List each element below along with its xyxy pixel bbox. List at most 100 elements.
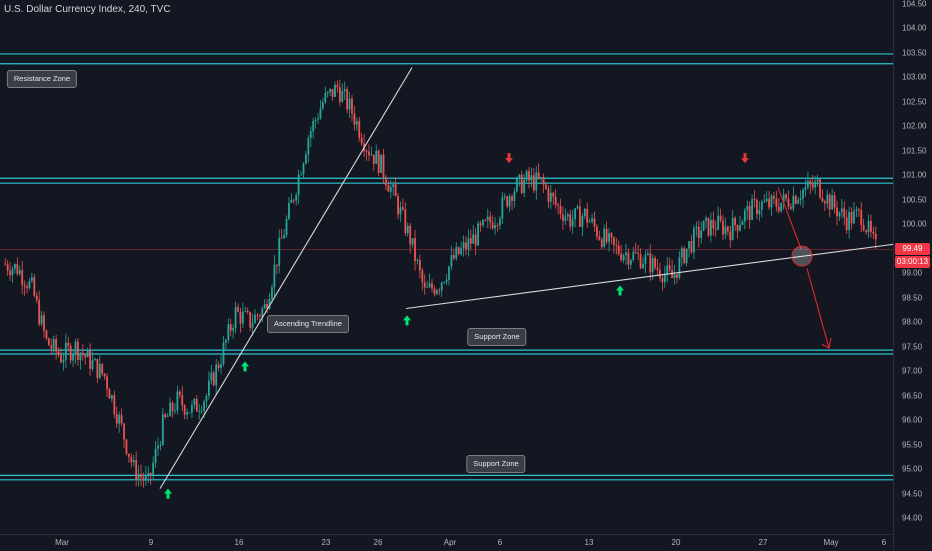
candle-body bbox=[64, 342, 67, 360]
candle-body bbox=[62, 359, 65, 363]
candle-body bbox=[700, 230, 703, 238]
candle-body bbox=[115, 414, 118, 424]
candle-body bbox=[360, 137, 363, 144]
candle-body bbox=[806, 181, 809, 188]
candle-body bbox=[416, 260, 419, 262]
candle-body bbox=[659, 269, 661, 278]
candle-body bbox=[508, 196, 511, 207]
candle-body bbox=[113, 395, 116, 415]
candle-body bbox=[67, 342, 70, 347]
candle-body bbox=[101, 363, 104, 374]
candle-body bbox=[620, 253, 623, 260]
candle-body bbox=[709, 219, 712, 236]
candle-body bbox=[705, 217, 707, 221]
candle-body bbox=[874, 233, 877, 240]
price-tick-label: 96.50 bbox=[902, 391, 923, 401]
time-tick-label: 27 bbox=[758, 538, 768, 547]
candle-body bbox=[147, 472, 150, 475]
price-axis[interactable]: 94.00 94.50 95.00 95.50 96.00 96.50 97.00 97.50… bbox=[893, 0, 932, 550]
candle-body bbox=[157, 445, 159, 449]
candle-body bbox=[697, 226, 700, 238]
candle-body bbox=[491, 222, 494, 229]
candle-body bbox=[588, 221, 591, 223]
last-price-badge: 99.49 bbox=[895, 243, 930, 256]
candle-body bbox=[317, 118, 319, 120]
candle-body bbox=[355, 121, 358, 125]
candle-body bbox=[106, 376, 108, 390]
candle-body bbox=[557, 204, 560, 206]
candle-body bbox=[836, 207, 838, 217]
candle-body bbox=[637, 252, 640, 255]
candle-body bbox=[77, 341, 79, 360]
candle-body bbox=[610, 233, 613, 238]
candle-body bbox=[79, 352, 82, 360]
candle-body bbox=[205, 395, 208, 402]
candle-body bbox=[632, 251, 635, 260]
candle-body bbox=[797, 200, 800, 204]
candle-body bbox=[244, 310, 247, 312]
candle-body bbox=[174, 410, 176, 412]
candle-body bbox=[840, 208, 843, 213]
candle-body bbox=[234, 307, 237, 329]
candle-body bbox=[848, 211, 851, 231]
candle-body bbox=[23, 284, 26, 287]
candle-body bbox=[237, 307, 239, 312]
candle-body bbox=[809, 181, 812, 185]
candle-body bbox=[130, 457, 133, 463]
candle-body bbox=[826, 194, 829, 204]
buy-signal-arrow bbox=[164, 488, 172, 499]
candle-body bbox=[802, 189, 804, 199]
candle-body bbox=[118, 414, 121, 424]
candle-body bbox=[98, 363, 101, 378]
candle-body bbox=[833, 195, 836, 208]
ascending-trendline bbox=[159, 67, 413, 489]
candle-body bbox=[462, 242, 465, 249]
candle-body bbox=[748, 206, 751, 220]
candle-body bbox=[370, 154, 373, 156]
candle-body bbox=[278, 237, 281, 266]
price-tick-label: 104.00 bbox=[902, 23, 927, 33]
candle-body bbox=[232, 328, 235, 331]
candle-body bbox=[26, 286, 28, 289]
zone-label: Resistance Zone bbox=[6, 70, 78, 88]
candle-body bbox=[751, 199, 754, 220]
candle-body bbox=[181, 394, 184, 406]
time-tick-label: 13 bbox=[584, 538, 594, 547]
candle-body bbox=[428, 283, 431, 288]
time-tick-label: 16 bbox=[234, 538, 244, 547]
candle-body bbox=[402, 207, 404, 210]
candle-body bbox=[324, 93, 327, 102]
candle-body bbox=[33, 277, 36, 296]
candle-body bbox=[397, 196, 399, 215]
candle-body bbox=[503, 196, 506, 198]
candle-body bbox=[472, 234, 475, 244]
price-tick-label: 99.00 bbox=[902, 268, 923, 278]
candle-body bbox=[753, 199, 756, 201]
candle-body bbox=[756, 200, 758, 215]
candle-body bbox=[828, 194, 831, 210]
candle-body bbox=[872, 231, 875, 234]
candle-body bbox=[695, 226, 698, 229]
price-tick-label: 94.50 bbox=[902, 489, 923, 499]
candle-body bbox=[676, 274, 678, 278]
candle-body bbox=[838, 212, 841, 217]
time-axis[interactable]: Mar 9 16 23 26 Apr 6 13 20 27 May 6 bbox=[0, 534, 893, 551]
candle-body bbox=[857, 209, 860, 211]
candle-body bbox=[331, 88, 334, 97]
candle-body bbox=[506, 196, 509, 207]
candle-body bbox=[763, 201, 766, 202]
candle-body bbox=[283, 235, 285, 239]
candle-body bbox=[152, 462, 155, 476]
candle-body bbox=[389, 186, 392, 192]
candle-body bbox=[479, 223, 482, 226]
candle-body bbox=[380, 154, 382, 173]
time-tick-label: 26 bbox=[373, 538, 383, 547]
price-tick-label: 100.00 bbox=[902, 219, 927, 229]
candle-body bbox=[394, 184, 397, 197]
candle-body bbox=[21, 270, 24, 285]
candle-body bbox=[280, 237, 283, 239]
candle-body bbox=[336, 84, 339, 88]
candle-body bbox=[210, 372, 213, 381]
price-tick-label: 103.50 bbox=[902, 48, 927, 58]
candle-body bbox=[385, 177, 387, 186]
